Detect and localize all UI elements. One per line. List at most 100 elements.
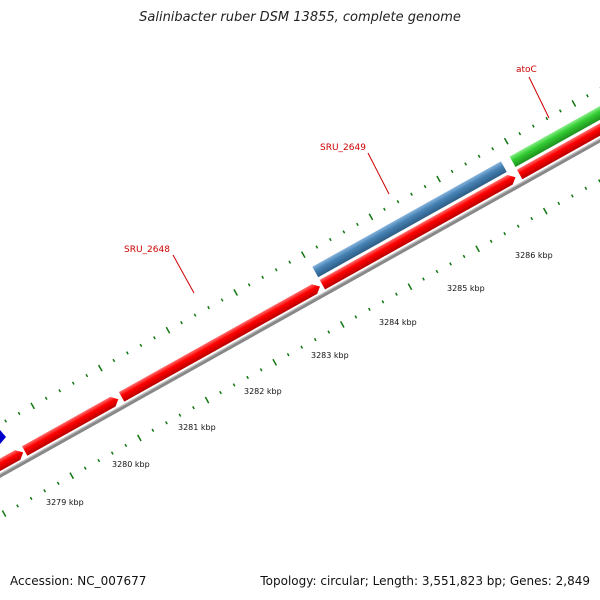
kbp-label: 3281 kbp — [178, 423, 216, 432]
minor-tick — [259, 368, 263, 372]
minor-tick — [435, 269, 439, 274]
minor-tick — [383, 207, 386, 211]
label-SRU_2649: SRU_2649 — [320, 143, 366, 153]
minor-tick — [124, 443, 128, 448]
major-tick — [475, 245, 480, 253]
major-tick — [300, 251, 306, 259]
cds-feature[interactable] — [319, 172, 518, 290]
label-SRU_2648: SRU_2648 — [124, 245, 170, 255]
minor-tick — [367, 307, 371, 312]
minor-tick — [531, 124, 535, 128]
minor-tick — [288, 260, 292, 264]
gene-SRU_2649[interactable] — [312, 161, 507, 278]
minor-tick — [207, 305, 210, 310]
minor-tick — [286, 353, 290, 357]
minor-tick — [491, 147, 495, 151]
minor-tick — [477, 154, 481, 159]
minor-tick — [503, 232, 507, 236]
gene-track — [312, 54, 600, 278]
major-tick — [204, 396, 210, 404]
minor-tick — [381, 300, 385, 304]
minor-tick — [56, 481, 60, 485]
minor-tick — [232, 383, 236, 387]
minor-tick — [151, 428, 155, 433]
minor-tick — [586, 94, 589, 98]
minor-tick — [247, 283, 251, 287]
minor-tick — [43, 489, 47, 493]
minor-tick — [489, 239, 493, 243]
major-tick — [503, 137, 509, 145]
minor-tick — [396, 200, 400, 204]
minor-tick — [58, 389, 62, 393]
major-tick — [436, 175, 441, 183]
minor-tick — [16, 504, 19, 508]
minor-tick — [139, 343, 143, 348]
minor-tick — [220, 298, 224, 302]
minor-tick — [71, 381, 75, 385]
minor-tick — [165, 421, 168, 425]
minor-tick — [516, 224, 520, 228]
minor-tick — [274, 268, 278, 272]
kbp-label: 3279 kbp — [46, 498, 84, 507]
minor-tick — [584, 186, 588, 191]
minor-tick — [83, 466, 87, 470]
minor-tick — [315, 245, 319, 249]
blue-feature-marker[interactable] — [0, 430, 6, 444]
minor-tick — [518, 131, 522, 136]
minor-tick — [356, 222, 359, 227]
minor-tick — [557, 201, 561, 206]
cds-feature[interactable] — [0, 447, 26, 508]
minor-tick — [180, 321, 183, 325]
gene-atoC[interactable] — [509, 54, 600, 167]
minor-tick — [462, 254, 466, 259]
cds-track — [0, 66, 600, 508]
minor-tick — [4, 419, 8, 423]
major-tick — [1, 510, 7, 517]
major-tick — [233, 289, 238, 296]
minor-tick — [17, 411, 21, 416]
major-tick — [272, 358, 278, 366]
map-title: Salinibacter ruber DSM 13855, complete g… — [139, 10, 461, 25]
minor-tick — [530, 216, 534, 221]
minor-tick — [44, 396, 48, 400]
kbp-label: 3284 kbp — [379, 318, 417, 327]
kbp-label: 3285 kbp — [447, 284, 485, 293]
minor-tick — [29, 496, 33, 501]
major-tick — [368, 213, 374, 221]
minor-tick — [450, 169, 454, 174]
major-tick — [542, 207, 548, 215]
minor-tick — [354, 315, 358, 319]
minor-tick — [558, 109, 562, 113]
major-tick — [339, 321, 345, 328]
kbp-label: 3283 kbp — [311, 351, 349, 360]
major-tick — [407, 283, 413, 291]
minor-tick — [246, 375, 249, 380]
minor-tick — [423, 184, 427, 189]
major-tick — [97, 364, 103, 372]
cds-feature[interactable] — [516, 66, 600, 180]
leader-SRU_2649 — [367, 152, 390, 195]
major-tick — [136, 434, 142, 442]
major-tick — [69, 472, 75, 480]
kbp-label: 3286 kbp — [515, 251, 553, 260]
cds-feature[interactable] — [118, 281, 323, 402]
minor-tick — [261, 275, 265, 279]
leader-atoC — [528, 76, 550, 119]
kbp-label: 3280 kbp — [112, 460, 150, 469]
minor-tick — [126, 351, 129, 355]
minor-tick — [300, 345, 304, 349]
minor-tick — [219, 390, 222, 395]
minor-tick — [85, 373, 89, 378]
tick-row-lower — [1, 179, 600, 517]
leader-SRU_2648 — [172, 254, 195, 294]
minor-tick — [153, 336, 156, 340]
cds-feature[interactable] — [21, 394, 121, 456]
tick-row-upper — [4, 86, 600, 423]
minor-tick — [112, 358, 116, 363]
minor-tick — [395, 292, 398, 296]
minor-tick — [410, 192, 413, 196]
major-tick — [165, 326, 171, 334]
minor-tick — [342, 230, 346, 234]
minor-tick — [464, 162, 468, 166]
